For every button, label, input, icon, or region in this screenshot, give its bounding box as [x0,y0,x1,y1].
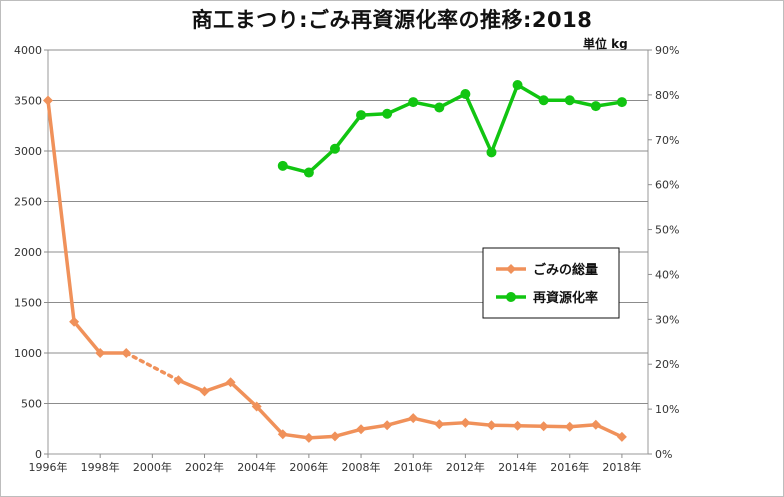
recycling-rate-point [434,102,445,113]
total-waste-line-segment [176,378,207,394]
total-waste-line-segment [72,319,102,355]
x-tick-label: 2006年 [289,460,328,474]
recycling-rate-point [616,97,627,108]
total-waste-point [95,348,106,358]
legend-label: ごみの総量 [533,262,598,278]
total-waste-line-segment [228,380,259,409]
x-tick-label: 1998年 [81,460,120,474]
y-left-tick-label: 2500 [14,196,42,209]
recycling-rate-line-segment [489,83,520,155]
total-waste-line-segment [385,416,415,427]
x-tick-label: 2010年 [394,460,433,474]
total-waste-point [303,432,314,443]
total-waste-line-segment [124,351,181,383]
total-waste-point [460,417,471,428]
legend-marker [506,292,516,302]
y-right-tick-label: 10% [655,403,679,416]
recycling-rate-point [329,143,340,154]
recycling-rate-point [460,88,471,99]
y-left-tick-label: 3000 [14,145,42,158]
total-waste-point [277,429,288,440]
y-right-tick-label: 30% [655,313,679,326]
y-left-tick-label: 2000 [14,246,42,259]
y-left-tick-label: 1500 [14,297,42,310]
y-right-tick-label: 40% [655,268,679,281]
y-right-tick-label: 60% [655,179,679,192]
total-waste-point [329,431,340,442]
total-waste-point [564,421,575,432]
y-right-tick-label: 50% [655,224,679,237]
chart-title: 商工まつり:ごみ再資源化率の推移:2018 [191,8,593,32]
total-waste-line-segment [333,427,363,439]
x-tick-label: 2016年 [550,460,589,474]
recycling-rate-point [408,97,419,108]
recycling-rate-line-segment [515,83,546,103]
total-waste-line-segment [359,423,389,432]
total-waste-line-segment [202,380,233,394]
total-waste-point [616,431,627,442]
total-waste-point [590,419,601,430]
total-waste-point [199,386,210,397]
legend-marker [506,264,516,274]
total-waste-point [251,401,262,412]
y-right-tick-label: 80% [655,89,679,102]
y-left-tick-label: 500 [21,398,42,411]
total-waste-line-segment [411,416,442,426]
total-waste-line-segment [46,98,76,324]
recycling-rate-point [538,95,549,106]
x-tick-label: 2012年 [446,460,485,474]
y-right-tick-label: 0% [655,448,672,461]
y-left-tick-label: 3500 [14,95,42,108]
recycling-rate-line-segment [463,92,494,155]
recycling-rate-line-segment [333,113,363,151]
total-waste-point [382,420,393,431]
total-waste-point [538,421,549,432]
recycling-rate-point [564,95,575,106]
recycling-rate-point [303,167,314,178]
total-waste-point [512,420,523,431]
x-tick-label: 2004年 [237,460,276,474]
unit-label: 単位 kg [583,37,628,51]
x-tick-label: 2018年 [602,460,641,474]
total-waste-point [486,420,497,431]
recycling-rate-point [512,80,523,91]
y-right-tick-label: 20% [655,358,679,371]
recycling-rate-point [277,160,288,171]
y-right-tick-label: 90% [655,44,679,57]
total-waste-line-segment [594,422,624,439]
recycling-rate-point [590,101,601,112]
x-tick-label: 2008年 [342,460,381,474]
legend-box [482,247,620,319]
total-waste-line-segment [254,404,285,437]
total-waste-point [43,95,53,106]
total-waste-point [173,375,184,386]
x-tick-label: 2002年 [185,460,224,474]
total-waste-point [69,316,80,327]
recycling-rate-point [356,110,367,121]
y-left-tick-label: 1000 [14,347,42,360]
total-waste-point [225,377,236,388]
legend-label: 再資源化率 [533,290,598,306]
y-left-tick-label: 0 [35,448,42,461]
total-waste-point [408,413,419,424]
recycling-rate-point [382,108,393,119]
y-right-tick-label: 70% [655,134,679,147]
total-waste-point [121,348,132,358]
y-left-tick-label: 4000 [14,44,42,57]
x-tick-label: 2000年 [133,460,172,474]
total-waste-point [356,424,367,435]
recycling-rate-line-segment [307,147,337,175]
total-waste-point [434,419,445,430]
x-tick-label: 1996年 [29,460,68,474]
x-tick-label: 2014年 [498,460,537,474]
recycling-rate-point [486,147,497,158]
